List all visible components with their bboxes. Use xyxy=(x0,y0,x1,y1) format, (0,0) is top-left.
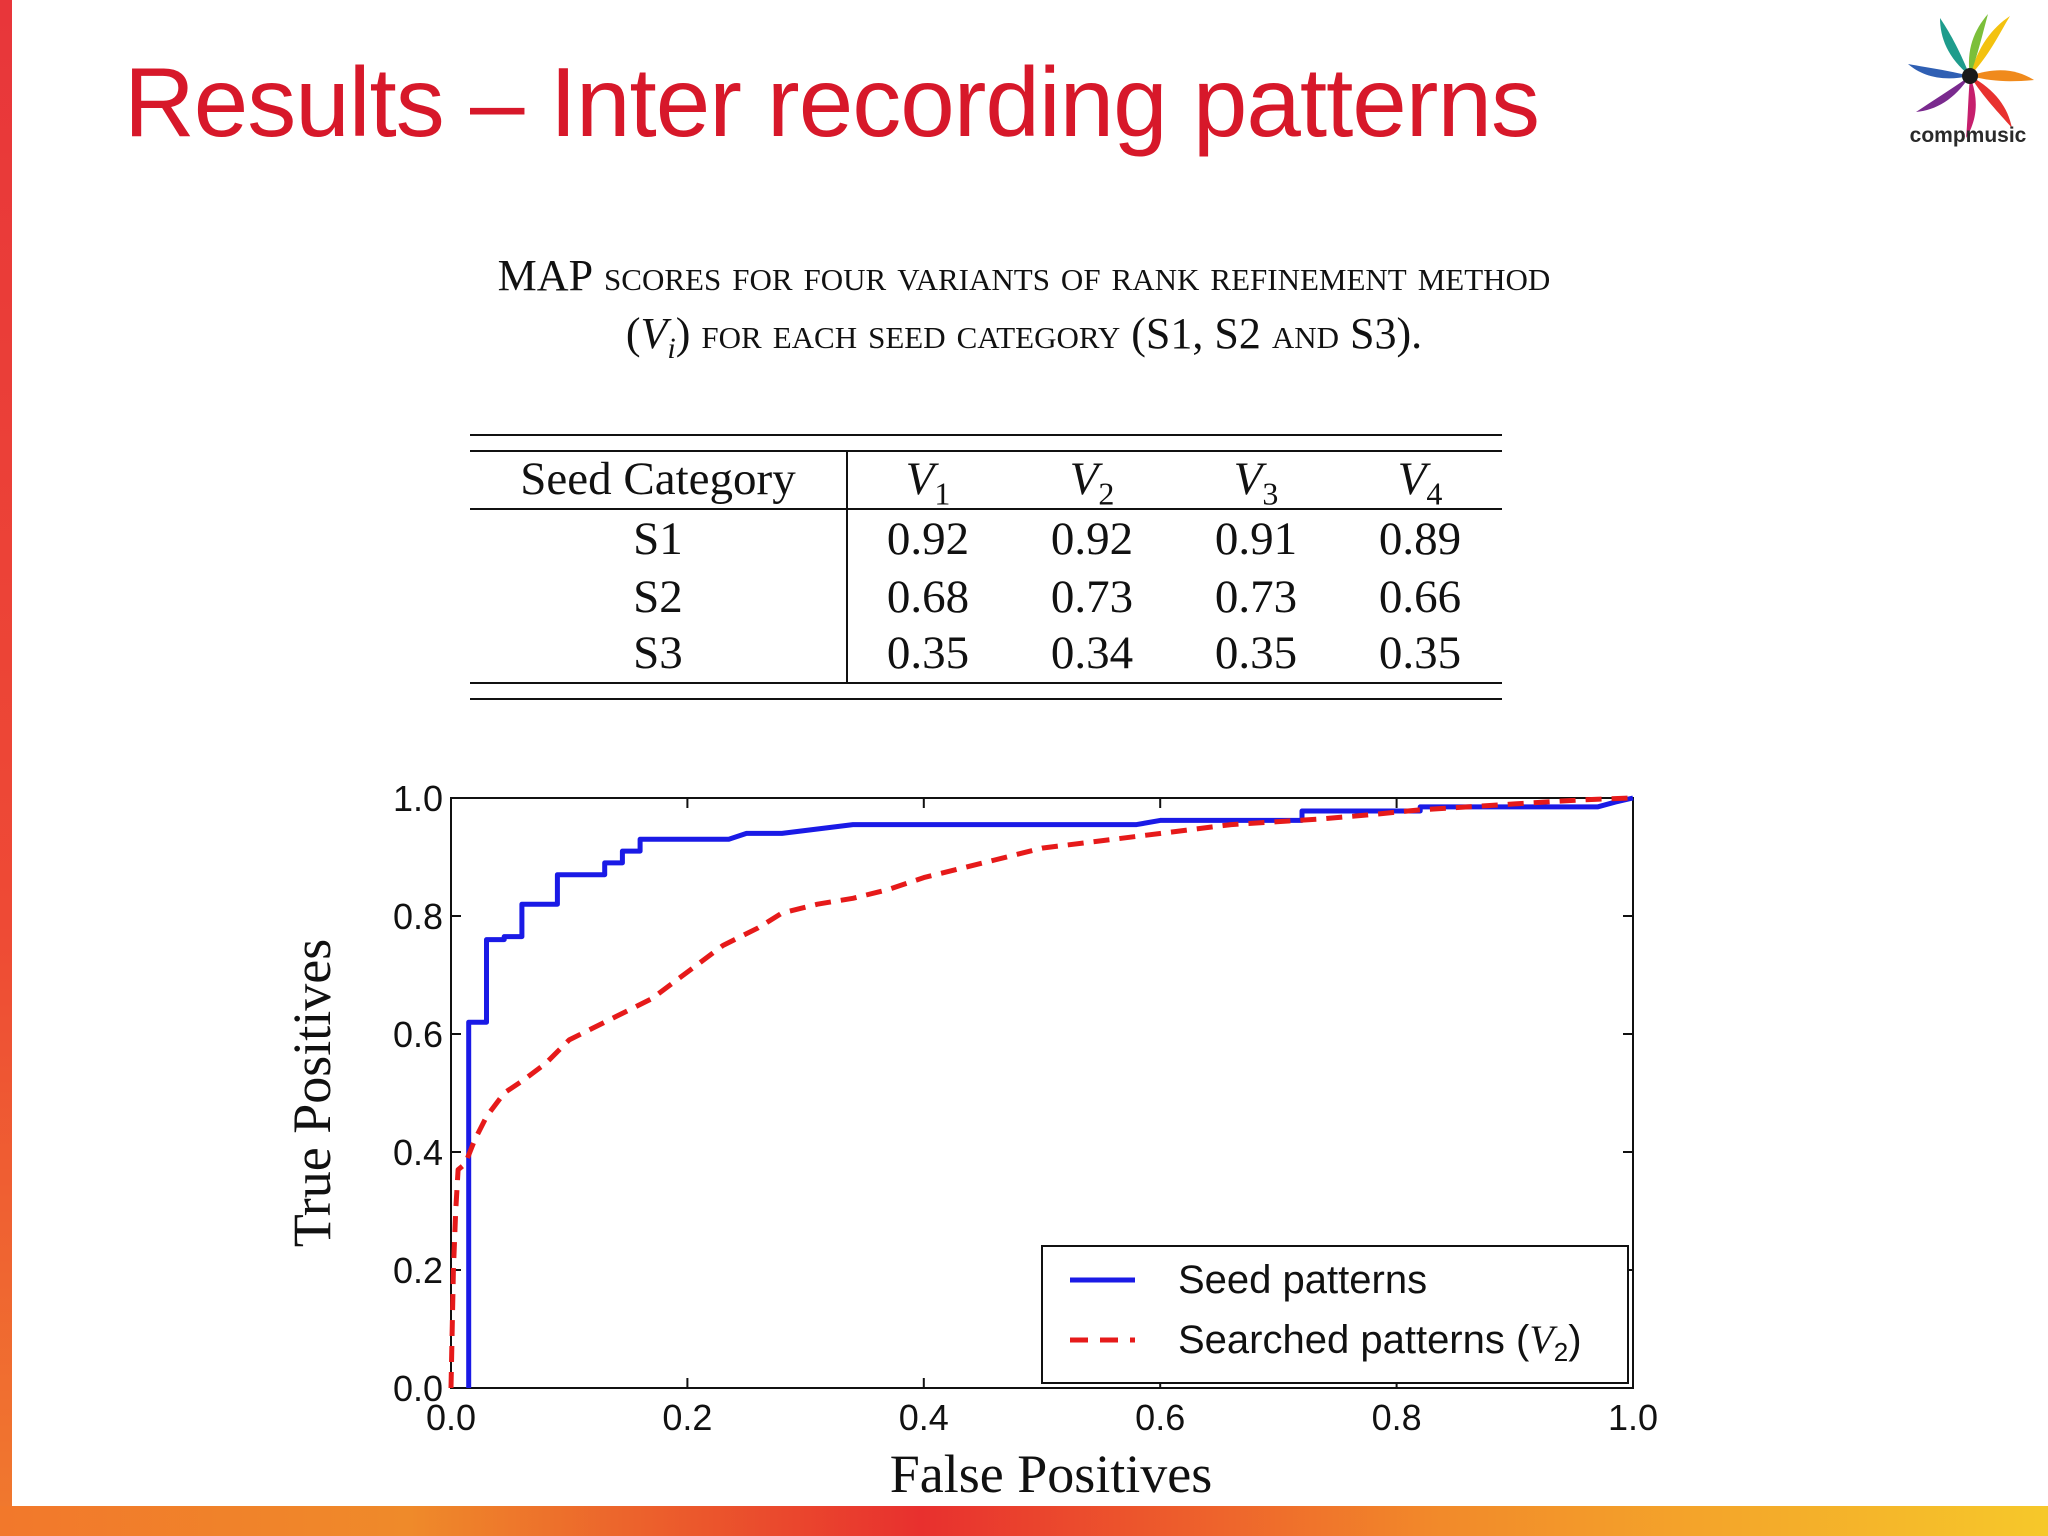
legend-label-seed: Seed patterns xyxy=(1178,1258,1427,1302)
table-bottom-rule-2 xyxy=(470,698,1502,700)
legend: Seed patterns Searched patterns (V2) xyxy=(1041,1245,1629,1384)
table-header-v2: V2 xyxy=(1069,453,1115,512)
y-tick-label: 0.8 xyxy=(393,896,443,937)
table-cell-value: 0.73 xyxy=(1050,571,1134,623)
y-tick-label: 0.0 xyxy=(393,1368,443,1409)
table-cell-value: 0.92 xyxy=(1050,513,1134,565)
table-header-seed-category: Seed Category xyxy=(520,453,796,505)
table-header-v1: V1 xyxy=(905,453,951,512)
table-cell-value: 0.73 xyxy=(1214,571,1298,623)
y-tick-label: 0.6 xyxy=(393,1014,443,1055)
bottom-accent-band xyxy=(0,1506,2048,1536)
y-tick-label: 0.4 xyxy=(393,1132,443,1173)
x-tick-label: 0.6 xyxy=(1135,1397,1185,1438)
table-cell-value: 0.35 xyxy=(1378,627,1462,679)
table-header-v4: V4 xyxy=(1397,453,1443,512)
table-header-v3: V3 xyxy=(1233,453,1279,512)
left-accent-stripe xyxy=(0,0,12,1536)
table-cell-value: 0.35 xyxy=(1214,627,1298,679)
y-tick-label: 1.0 xyxy=(393,778,443,819)
logo-text: compmusic xyxy=(1909,124,2027,147)
slide-title: Results – Inter recording patterns xyxy=(124,47,1540,157)
table-cell-value: 0.66 xyxy=(1378,571,1462,623)
x-axis-label: False Positives xyxy=(890,1444,1213,1504)
legend-label-searched: Searched patterns (V2) xyxy=(1178,1317,1582,1367)
x-tick-label: 1.0 xyxy=(1608,1397,1658,1438)
table-column-divider xyxy=(846,450,848,682)
series-line-searched-patterns xyxy=(448,795,1634,1389)
series-line-seed-patterns xyxy=(466,795,1634,1388)
x-tick-label: 0.4 xyxy=(899,1397,949,1438)
table-top-rule-2 xyxy=(470,450,1502,452)
table-caption-line-1: MAP scores for four variants of rank ref… xyxy=(497,251,1551,300)
table-top-rule xyxy=(470,434,1502,436)
table-cell-value: 0.91 xyxy=(1214,513,1298,565)
legend-box xyxy=(1041,1245,1629,1384)
y-axis-label: True Positives xyxy=(282,939,342,1248)
x-tick-label: 0.2 xyxy=(662,1397,712,1438)
table-cell-value: 0.89 xyxy=(1378,513,1462,565)
series-group xyxy=(448,795,1634,1389)
table-cell-category: S2 xyxy=(633,571,683,623)
y-tick-label: 0.2 xyxy=(393,1250,443,1291)
table-caption-line-2: (Vi) for each seed category (S1, S2 and … xyxy=(625,309,1423,365)
table-cell-value: 0.92 xyxy=(886,513,970,565)
x-tick-label: 0.0 xyxy=(426,1397,476,1438)
plot-frame xyxy=(450,797,1634,1389)
table-cell-value: 0.68 xyxy=(886,571,970,623)
compmusic-logo-icon xyxy=(1908,14,2034,138)
table-cell-value: 0.34 xyxy=(1050,627,1134,679)
table-bottom-rule xyxy=(470,682,1502,684)
x-tick-label: 0.8 xyxy=(1372,1397,1422,1438)
table-cell-category: S1 xyxy=(633,513,683,565)
table-cell-value: 0.35 xyxy=(886,627,970,679)
table-header-rule xyxy=(470,508,1502,510)
table-cell-category: S3 xyxy=(633,627,683,679)
